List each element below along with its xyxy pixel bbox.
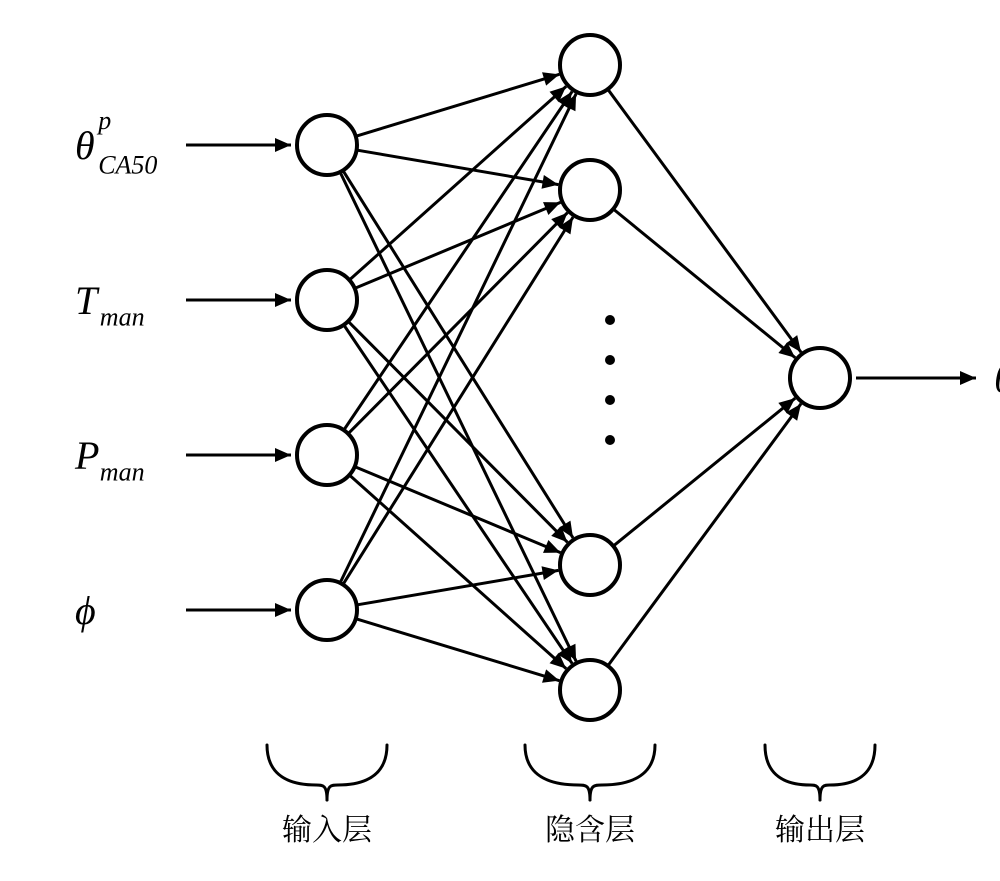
hidden-ellipsis-dot-0 — [605, 315, 615, 325]
edge-input2-hidden0 — [344, 92, 572, 431]
hidden-node-1 — [560, 160, 620, 220]
output-label: θCA50 — [994, 356, 1000, 412]
hidden-layer-label: 隐含层 — [545, 805, 635, 849]
output-layer-brace-left — [765, 745, 820, 800]
svg-text:man: man — [100, 458, 145, 487]
input-layer-brace-right — [327, 745, 387, 800]
edge-input1-hidden1 — [355, 202, 561, 288]
edge-input3-hidden2-arrowhead — [542, 566, 559, 580]
svg-text:ϕ: ϕ — [75, 588, 96, 633]
input-node-1 — [297, 270, 357, 330]
edge-hidden0-output — [608, 89, 801, 352]
input-node-3 — [297, 580, 357, 640]
input-label-3: ϕ — [75, 588, 96, 633]
input-arrow-0-arrowhead — [275, 138, 291, 152]
edge-input1-hidden3 — [344, 325, 572, 664]
edge-input0-hidden0 — [356, 74, 560, 136]
hidden-ellipsis-dot-1 — [605, 355, 615, 365]
hidden-node-2 — [560, 535, 620, 595]
input-arrow-1-arrowhead — [275, 293, 291, 307]
edge-input3-hidden1 — [343, 217, 573, 584]
output-layer-brace-right — [820, 745, 875, 800]
edge-input2-hidden2 — [355, 467, 561, 553]
output-node — [790, 348, 850, 408]
svg-text:θ: θ — [994, 356, 1000, 401]
input-layer-label: 输入层 — [282, 805, 372, 849]
svg-text:p: p — [96, 106, 111, 135]
input-node-0 — [297, 115, 357, 175]
edge-hidden3-output — [608, 404, 801, 666]
output-arrow-arrowhead — [960, 371, 976, 385]
output-layer-label: 输出层 — [775, 805, 865, 849]
edge-input0-hidden2 — [343, 170, 573, 537]
input-arrow-2-arrowhead — [275, 448, 291, 462]
edge-hidden1-output — [613, 209, 795, 358]
hidden-node-0 — [560, 35, 620, 95]
edge-input3-hidden3 — [356, 619, 560, 681]
svg-text:T: T — [75, 278, 100, 323]
edge-input0-hidden0-arrowhead — [542, 72, 559, 85]
edge-input3-hidden3-arrowhead — [542, 669, 559, 682]
hidden-ellipsis-dot-2 — [605, 395, 615, 405]
hidden-ellipsis-dot-3 — [605, 435, 615, 445]
svg-text:θ: θ — [75, 123, 95, 168]
input-node-2 — [297, 425, 357, 485]
hidden-layer-brace-right — [590, 745, 655, 800]
input-arrow-3-arrowhead — [275, 603, 291, 617]
edge-input0-hidden1-arrowhead — [542, 175, 559, 189]
edge-hidden2-output — [613, 398, 795, 546]
svg-text:P: P — [74, 433, 99, 478]
hidden-node-3 — [560, 660, 620, 720]
svg-text:CA50: CA50 — [98, 150, 157, 179]
hidden-layer-brace-left — [525, 745, 590, 800]
neural-network-diagram: θCA50pTmanPmanϕθCA50输入层隐含层输出层 — [0, 0, 1000, 881]
input-label-2: Pman — [74, 433, 145, 487]
input-label-1: Tman — [75, 278, 145, 332]
input-layer-brace-left — [267, 745, 327, 800]
svg-text:man: man — [100, 303, 145, 332]
input-label-0: θCA50 p — [75, 106, 157, 179]
